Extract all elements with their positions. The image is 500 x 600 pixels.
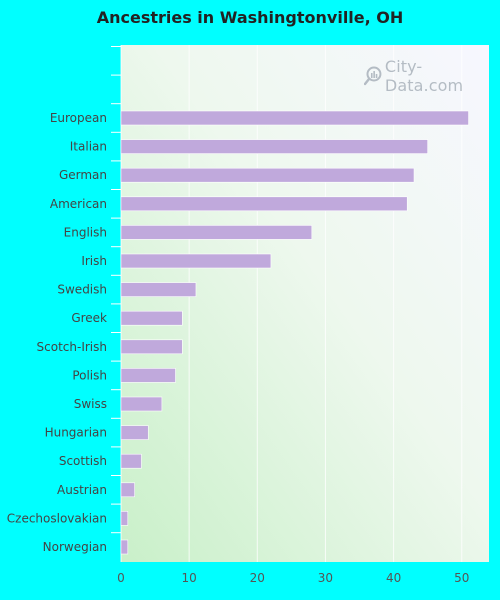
bar-english [120, 225, 313, 240]
category-label: American [50, 197, 107, 211]
bar-european [120, 110, 469, 126]
category-label: European [50, 111, 107, 125]
category-label: Italian [70, 140, 107, 154]
bar-scotch-irish [120, 339, 183, 355]
category-label: Czechoslovakian [7, 511, 107, 525]
category-label: Greek [71, 311, 107, 325]
watermark: City-Data.com [364, 57, 500, 95]
category-label: Scotch-Irish [37, 340, 107, 354]
plot-area [121, 45, 489, 562]
category-label: Austrian [57, 483, 107, 497]
bar-hungarian [120, 425, 149, 440]
category-label: Irish [81, 254, 107, 268]
bar-czechoslovakian [120, 511, 129, 526]
x-tick-label: 10 [182, 571, 197, 585]
bar-norwegian [120, 539, 129, 555]
category-label: Polish [72, 368, 107, 382]
category-label: Scottish [59, 454, 107, 468]
x-tick-label: 40 [386, 571, 401, 585]
bar-irish [120, 253, 272, 269]
bar-italian [120, 139, 428, 154]
bar-scottish [120, 453, 142, 469]
bar-swedish [120, 282, 197, 297]
bar-swiss [120, 396, 163, 412]
magnifier-icon [364, 66, 382, 86]
x-tick-label: 50 [454, 571, 469, 585]
bar-german [120, 167, 415, 183]
watermark-text: City-Data.com [384, 57, 464, 95]
category-label: English [64, 225, 107, 239]
category-label: Hungarian [45, 426, 107, 440]
bar-greek [120, 310, 183, 326]
category-label: Swedish [57, 283, 107, 297]
bar-austrian [120, 482, 135, 498]
x-tick-label: 20 [250, 571, 265, 585]
category-label: German [59, 168, 107, 182]
bar-polish [120, 368, 176, 383]
category-label: Norwegian [43, 540, 107, 554]
x-tick-label: 30 [318, 571, 333, 585]
chart-title: Ancestries in Washingtonville, OH [96, 8, 404, 27]
bar-american [120, 196, 408, 212]
x-tick-label: 0 [117, 571, 125, 585]
category-label: Swiss [74, 397, 107, 411]
